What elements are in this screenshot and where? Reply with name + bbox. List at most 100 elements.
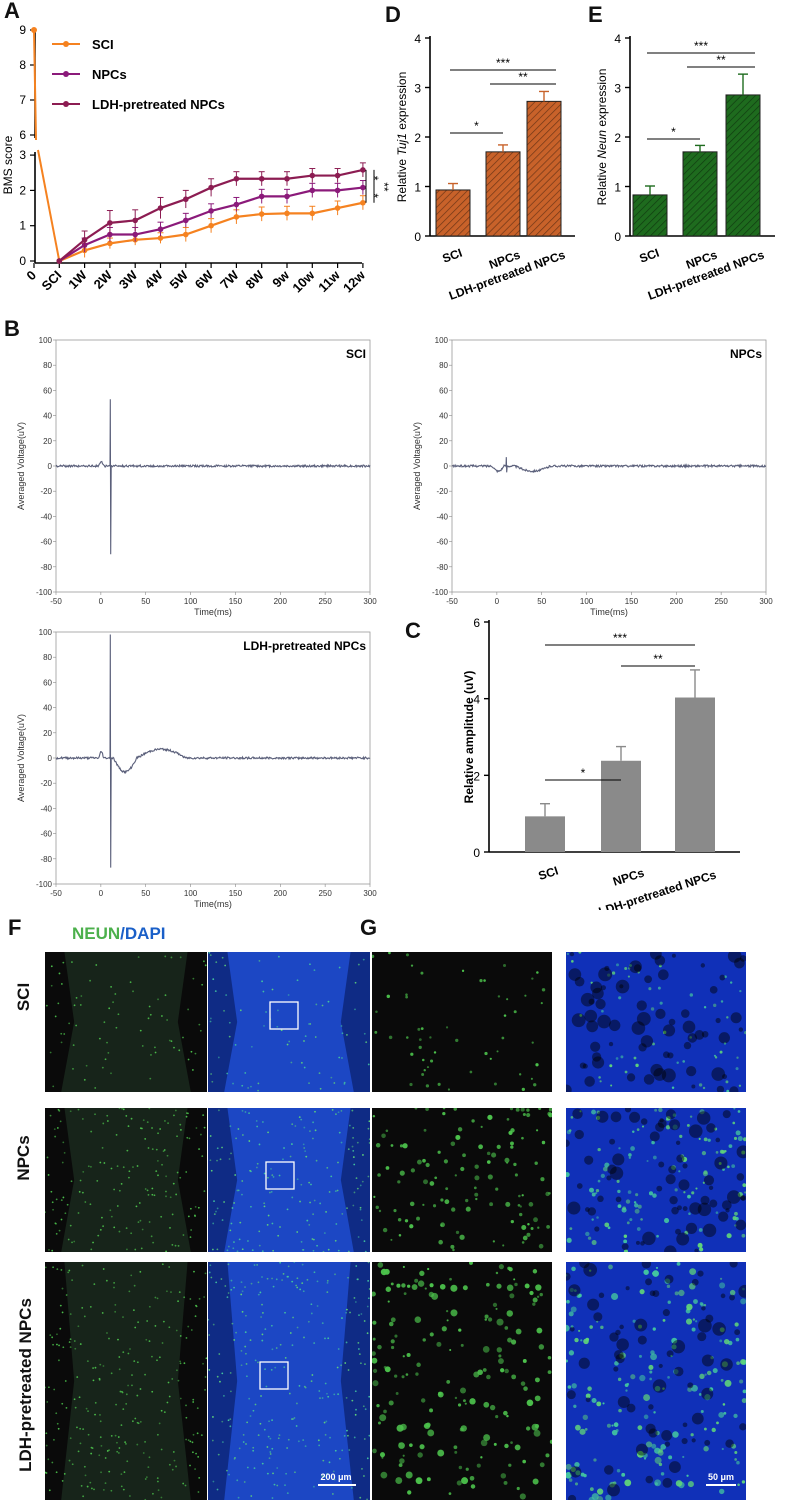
- neun-signal: [69, 1110, 72, 1113]
- neun-signal: [607, 973, 611, 977]
- neun-signal: [110, 1167, 113, 1170]
- neun-signal: [530, 1227, 534, 1231]
- neun-signal: [360, 1313, 363, 1315]
- void-region: [593, 1312, 603, 1322]
- neun-signal: [78, 1396, 81, 1399]
- neun-signal: [405, 1373, 409, 1376]
- neun-signal: [601, 1009, 604, 1013]
- neun-signal: [226, 1249, 229, 1252]
- y-tick-label: 3: [414, 82, 421, 96]
- neun-signal: [596, 1401, 602, 1407]
- neun-signal: [735, 1067, 739, 1071]
- neun-signal: [445, 1187, 449, 1191]
- void-region: [617, 1395, 630, 1409]
- neun-signal: [293, 1417, 296, 1419]
- neun-signal: [157, 1132, 159, 1135]
- neun-signal: [284, 1484, 286, 1486]
- void-region: [625, 1286, 630, 1291]
- neun-signal: [122, 1488, 125, 1491]
- neun-signal: [186, 1136, 189, 1139]
- neun-signal: [366, 1305, 369, 1308]
- neun-signal: [335, 1113, 337, 1116]
- neun-signal: [274, 1366, 277, 1369]
- neun-signal: [177, 1379, 180, 1382]
- neun-signal: [498, 1358, 504, 1364]
- neun-signal: [214, 990, 217, 993]
- zoom-region-box: [259, 1361, 289, 1390]
- neun-signal: [226, 1469, 228, 1472]
- neun-signal: [538, 1108, 542, 1111]
- neun-signal: [383, 1365, 387, 1369]
- neun-signal: [734, 1322, 739, 1327]
- neun-signal: [448, 1492, 452, 1496]
- neun-signal: [108, 1337, 110, 1340]
- neun-signal: [483, 1401, 490, 1408]
- neun-signal: [248, 1140, 251, 1142]
- neun-signal: [130, 1274, 133, 1277]
- neun-signal: [405, 1471, 413, 1479]
- neun-signal: [185, 1416, 188, 1419]
- neun-signal: [313, 1485, 315, 1488]
- neun-signal: [372, 1357, 378, 1364]
- neun-signal: [348, 1124, 351, 1127]
- neun-signal: [219, 1380, 221, 1383]
- neun-signal: [445, 1310, 449, 1313]
- void-region: [649, 1290, 656, 1297]
- y-tick-label: 80: [439, 361, 448, 370]
- tissue-region: [61, 952, 191, 1092]
- neun-signal: [61, 1311, 64, 1314]
- neun-signal: [122, 1166, 125, 1169]
- neun-signal: [231, 1322, 234, 1325]
- neun-signal: [402, 1265, 405, 1269]
- neun-signal: [277, 1009, 279, 1012]
- neun-signal: [312, 1238, 315, 1241]
- void-region: [590, 981, 603, 994]
- neun-signal: [165, 1250, 167, 1252]
- neun-signal: [153, 1194, 156, 1197]
- void-region: [682, 1020, 696, 1034]
- neun-signal: [278, 955, 280, 958]
- neun-signal: [136, 1421, 139, 1424]
- neun-signal: [110, 1489, 113, 1492]
- y-tick-label: -20: [40, 779, 52, 788]
- neun-signal: [190, 1229, 193, 1231]
- neun-signal: [691, 1384, 698, 1392]
- neun-signal: [667, 1300, 671, 1304]
- neun-signal: [596, 1496, 604, 1500]
- neun-signal: [179, 956, 182, 959]
- neun-signal: [245, 1375, 248, 1378]
- neun-signal: [62, 1141, 65, 1144]
- neun-signal: [710, 1356, 714, 1360]
- neun-signal: [250, 1045, 253, 1048]
- neun-signal: [62, 1196, 65, 1199]
- neun-signal: [250, 1205, 252, 1208]
- neun-signal: [286, 1043, 289, 1046]
- void-region: [567, 1494, 577, 1500]
- void-region: [676, 1232, 690, 1246]
- neun-signal: [328, 1191, 331, 1193]
- neun-signal: [589, 1187, 594, 1193]
- stain-legend: NEUN/DAPI: [72, 924, 166, 944]
- void-region: [691, 1412, 704, 1425]
- neun-signal: [504, 1368, 509, 1374]
- neun-signal: [124, 1441, 127, 1444]
- void-region: [658, 1161, 665, 1168]
- neun-signal: [192, 977, 195, 980]
- neun-signal: [161, 1163, 163, 1166]
- tissue-region: [224, 1108, 354, 1252]
- neun-signal: [58, 1109, 61, 1112]
- neun-signal: [104, 1457, 107, 1459]
- neun-signal: [351, 1145, 354, 1148]
- neun-signal: [69, 1346, 72, 1349]
- x-axis-label: Time(ms): [590, 607, 628, 617]
- neun-signal: [226, 1296, 229, 1299]
- neun-signal: [238, 1238, 241, 1241]
- neun-signal: [304, 1150, 307, 1153]
- neun-signal: [682, 1060, 686, 1063]
- neun-signal: [699, 1373, 705, 1380]
- neun-signal: [147, 1466, 150, 1468]
- neun-signal: [725, 1080, 729, 1084]
- neun-signal: [158, 1422, 161, 1425]
- neun-signal: [584, 1428, 588, 1431]
